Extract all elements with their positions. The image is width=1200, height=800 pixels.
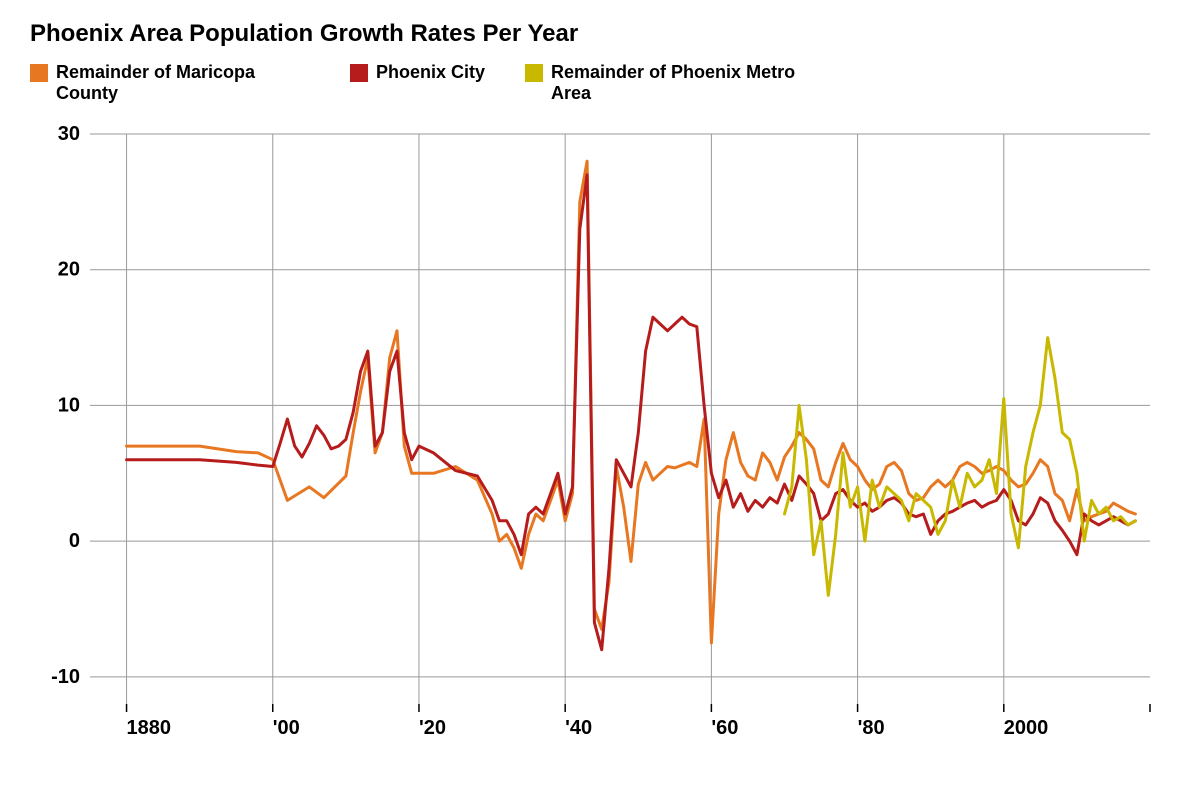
- svg-text:'40: '40: [565, 717, 592, 739]
- legend-item-maricopa: Remainder of Maricopa County: [30, 62, 310, 104]
- svg-text:0: 0: [69, 530, 80, 552]
- svg-text:'80: '80: [858, 717, 885, 739]
- legend-swatch-phoenix: [350, 64, 368, 82]
- svg-text:10: 10: [58, 394, 80, 416]
- legend-item-phoenix: Phoenix City: [350, 62, 485, 104]
- svg-text:-10: -10: [51, 666, 80, 688]
- legend-swatch-maricopa: [30, 64, 48, 82]
- svg-text:'00: '00: [273, 717, 300, 739]
- svg-text:2000: 2000: [1004, 717, 1049, 739]
- legend-label: Remainder of Phoenix Metro Area: [551, 62, 805, 104]
- svg-text:1880: 1880: [127, 717, 172, 739]
- legend-swatch-metro: [525, 64, 543, 82]
- svg-text:'20: '20: [419, 717, 446, 739]
- svg-text:20: 20: [58, 259, 80, 281]
- chart-area: -10 0 10 20 30 1880 '00 '20 '40 '60 '80 2000: [30, 124, 1170, 764]
- legend: Remainder of Maricopa County Phoenix Cit…: [30, 62, 1170, 104]
- legend-item-metro: Remainder of Phoenix Metro Area: [525, 62, 805, 104]
- legend-label: Phoenix City: [376, 62, 485, 83]
- svg-text:30: 30: [58, 124, 80, 145]
- chart-title: Phoenix Area Population Growth Rates Per…: [30, 20, 1170, 48]
- chart-svg: -10 0 10 20 30 1880 '00 '20 '40 '60 '80 2000: [30, 124, 1170, 764]
- svg-text:'60: '60: [711, 717, 738, 739]
- legend-label: Remainder of Maricopa County: [56, 62, 310, 104]
